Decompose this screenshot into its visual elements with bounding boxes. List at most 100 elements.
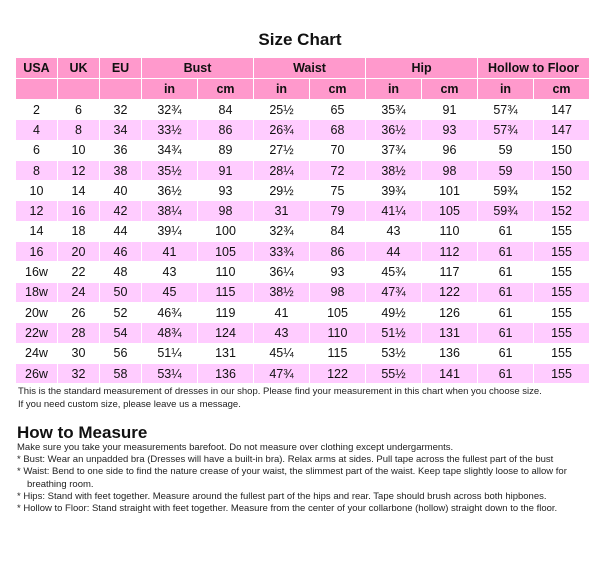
table-cell: 38¼ [142,201,197,221]
table-cell: 26 [71,305,86,320]
table-cell: 57¾ [493,102,518,117]
table-cell: 44 [113,224,128,239]
table-cell: 152 [551,183,572,198]
table-cell: 34 [100,120,141,140]
table-row: 6 10 36 34¾ 89 27½ 70 37¾ 96 59 150 [16,141,589,160]
table-cell: 68 [310,120,365,140]
table-cell: 84 [218,102,233,117]
table-cell: 20w [25,305,48,320]
table-cell: 31 [254,201,309,221]
table-cell: 86 [310,242,365,262]
table-cell: 84 [330,224,345,239]
unit-in: in [478,79,534,99]
table-cell: 32¾ [157,102,182,117]
table-cell: 12 [58,160,99,181]
table-cell: 141 [422,363,478,384]
table-cell: 122 [422,282,478,302]
table-cell: 155 [534,242,590,262]
table-cell: 43 [386,224,401,239]
table-cell: 42 [100,201,141,221]
table-cell: 25½ [269,102,294,117]
how-to-measure-title: How to Measure [17,423,148,442]
table-cell: 37¾ [381,143,406,158]
table-cell: 8 [16,160,57,181]
table-cell: 8 [58,120,99,140]
table-cell: 101 [439,183,460,198]
table-cell: 2 [33,102,40,117]
measure-line: breathing room. [27,478,94,490]
note-line: If you need custom size, please leave us… [18,399,241,410]
header-eu: EU [100,58,141,78]
table-cell: 20 [58,242,99,262]
table-cell: 126 [439,305,460,320]
measure-line: * Hips: Stand with feet together. Measur… [17,490,547,502]
table-cell: 48¾ [142,323,197,343]
table-cell: 150 [551,143,572,158]
table-cell: 147 [551,102,572,117]
table-row: 18w 24 50 45 115 38½ 98 47¾ 122 61 155 [16,282,590,302]
header-bust: Bust [142,58,253,78]
table-cell: 93 [422,120,478,140]
table-cell: 86 [198,120,253,140]
table-cell: 70 [330,143,345,158]
table-cell: 44 [366,242,421,262]
table-cell: 49½ [381,305,406,320]
header-waist: Waist [254,58,365,78]
table-cell: 136 [439,346,460,361]
table-cell: 65 [330,102,345,117]
unit-cm: cm [310,79,365,99]
table-cell: 59 [478,160,534,181]
unit-cm: cm [198,79,253,99]
table-cell: 47¾ [366,282,421,302]
table-cell: 10 [29,183,44,198]
table-cell: 59 [498,143,513,158]
table-cell: 115 [198,282,253,302]
table-row: 16w 22 48 43 110 36¼ 93 45¾ 117 61 155 [16,262,589,281]
page-title: Size Chart [258,30,342,49]
measure-line: * Bust: Wear an unpadded bra (Dresses wi… [17,454,554,466]
measure-line: * Waist: Bend to one side to find the na… [17,466,567,478]
table-cell: 89 [218,143,233,158]
table-cell: 155 [534,363,590,384]
table-cell: 98 [422,160,478,181]
header-row: USA UK EU Bust Waist Hip Hollow to Floor [16,58,590,78]
table-cell: 98 [310,282,365,302]
table-cell: 61 [498,346,513,361]
table-cell: 18w [16,282,57,302]
table-cell: 110 [439,224,460,239]
table-cell: 56 [113,346,128,361]
table-cell: 35½ [142,160,197,181]
table-cell: 93 [218,183,233,198]
table-cell: 105 [422,201,478,221]
table-cell: 6 [75,102,82,117]
table-cell: 131 [422,323,478,343]
table-cell: 51¼ [157,346,182,361]
table-cell: 36½ [157,183,182,198]
header-hip: Hip [366,58,478,78]
table-cell: 16 [58,201,99,221]
table-cell: 24w [25,346,48,361]
table-cell: 24 [58,282,99,302]
table-cell: 53¼ [142,363,197,384]
table-cell: 57¾ [478,120,534,140]
table-row: 8 12 38 35½ 91 28¼ 72 38½ 98 59 150 [16,160,590,181]
table-cell: 79 [310,201,365,221]
table-cell: 98 [198,201,253,221]
table-row: 2 6 32 32¾ 84 25½ 65 35¾ 91 57¾ 147 [16,100,589,119]
table-cell: 46 [100,242,141,262]
table-cell: 39¼ [157,224,182,239]
table-cell: 36½ [366,120,421,140]
table-cell: 30 [71,346,86,361]
table-cell: 39¾ [381,183,406,198]
table-cell: 32 [113,102,128,117]
table-cell: 155 [551,224,572,239]
table-cell: 105 [327,305,348,320]
table-cell: 61 [478,242,534,262]
table-cell: 38 [100,160,141,181]
table-row: 12 16 42 38¼ 98 31 79 41¼ 105 59¾ 152 [16,201,590,221]
table-row: 24w 30 56 51¼ 131 45¼ 115 53½ 136 61 155 [16,344,589,363]
table-cell: 51½ [366,323,421,343]
table-cell: 124 [198,323,253,343]
unit-in: in [142,79,197,99]
